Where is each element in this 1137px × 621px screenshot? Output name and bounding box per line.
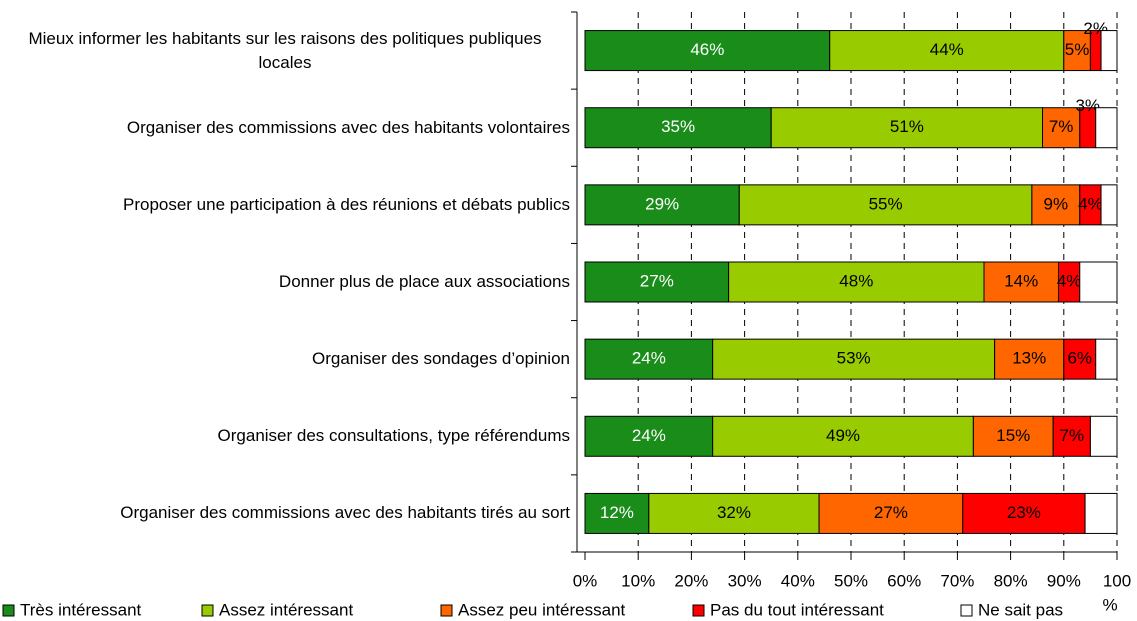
x-tick-label: 10% <box>621 571 655 590</box>
data-label: 23% <box>1007 503 1041 522</box>
category-label: Organiser des commissions avec des habit… <box>127 116 570 140</box>
data-label: 48% <box>839 271 873 290</box>
x-axis-label: % <box>1102 595 1117 614</box>
bar-segment <box>584 492 650 534</box>
x-tick-label: 100 <box>1103 571 1131 590</box>
bar-segment <box>1052 415 1091 457</box>
legend-label: Ne sait pas <box>978 600 1063 619</box>
bar-segment <box>648 492 820 534</box>
data-label: 46% <box>690 40 724 59</box>
x-tick-label: 50% <box>834 571 868 590</box>
legend-swatch <box>692 604 705 617</box>
bar-segment <box>1095 107 1118 149</box>
data-label: 53% <box>837 349 871 368</box>
legend-label: Assez intéressant <box>219 600 353 619</box>
legend-label: Très intéressant <box>20 600 142 619</box>
category-text: Organiser des commissions avec des habit… <box>126 117 570 137</box>
bar-segment <box>584 30 831 72</box>
legend-label: Assez peu intéressant <box>458 600 626 619</box>
data-label: 13% <box>1012 349 1046 368</box>
bar-segment <box>584 415 714 457</box>
legend-swatch <box>440 604 453 617</box>
x-tick-label: 20% <box>674 571 708 590</box>
data-label: 27% <box>640 271 674 290</box>
bar-segment <box>1089 415 1118 457</box>
x-tick-label: 0% <box>573 571 598 590</box>
category-label: Organiser des consultations, type référe… <box>218 424 570 448</box>
x-tick-label: 90% <box>1047 571 1081 590</box>
bar-segment <box>712 415 974 457</box>
bar-segment <box>738 184 1033 226</box>
data-label: 49% <box>826 426 860 445</box>
bar-segment <box>1100 30 1118 72</box>
category-text: Mieux informer les habitants sur les rai… <box>28 28 542 72</box>
bar-segment <box>1084 492 1118 534</box>
category-text: Donner plus de place aux associations <box>278 272 570 291</box>
data-label: 35% <box>661 117 695 136</box>
category-label: Donner plus de place aux associations <box>279 270 570 294</box>
data-label: 3% <box>1075 96 1100 115</box>
legend-label: Pas du tout intéressant <box>710 600 884 619</box>
data-label: 9% <box>1044 194 1069 213</box>
bar-segment <box>962 492 1086 534</box>
bar-segment <box>728 261 985 303</box>
category-label: Organiser des sondages d’opinion <box>312 347 570 371</box>
bar-segment <box>983 261 1059 303</box>
data-label: 24% <box>632 426 666 445</box>
bar-segment <box>1079 261 1118 303</box>
data-label: 29% <box>645 194 679 213</box>
category-text: Organiser des consultations, type référe… <box>217 426 570 446</box>
data-label: 32% <box>717 503 751 522</box>
legend-swatch <box>960 604 973 617</box>
category-label: Mieux informer les habitants sur les rai… <box>0 27 570 75</box>
data-label: 7% <box>1059 426 1084 445</box>
category-text: Organiser des sondages d’opinion <box>311 349 570 369</box>
x-tick-label: 80% <box>994 571 1028 590</box>
data-label: 51% <box>890 117 924 136</box>
data-label: 55% <box>869 194 903 213</box>
x-tick-label: 60% <box>887 571 921 590</box>
bar-segment <box>584 261 730 303</box>
bar-segment <box>712 338 996 380</box>
category-label: Proposer une participation à des réunion… <box>123 193 570 217</box>
data-label: 12% <box>600 503 634 522</box>
data-label: 27% <box>874 503 908 522</box>
data-label: 4% <box>1078 194 1103 213</box>
bar-segment <box>770 107 1044 149</box>
data-label: 15% <box>996 426 1030 445</box>
bar-segment <box>994 338 1065 380</box>
category-text: Proposer une participation à des réunion… <box>122 194 570 214</box>
category-text: Organiser des commissions avec des habit… <box>120 503 570 523</box>
bar-segment <box>584 338 714 380</box>
data-label: 44% <box>930 40 964 59</box>
category-label: Organiser des commissions avec des habit… <box>120 501 570 525</box>
data-label: 5% <box>1065 40 1090 59</box>
x-tick-label: 40% <box>781 571 815 590</box>
bar-segment <box>829 30 1065 72</box>
data-label: 4% <box>1057 271 1082 290</box>
bar-segment <box>1100 184 1118 226</box>
legend-swatch <box>2 604 15 617</box>
data-label: 7% <box>1049 117 1074 136</box>
bar-segment <box>1063 30 1091 72</box>
bar-segment <box>1063 338 1097 380</box>
data-label: 14% <box>1004 271 1038 290</box>
x-tick-label: 30% <box>728 571 762 590</box>
legend-swatch <box>201 604 214 617</box>
data-label: 6% <box>1067 349 1092 368</box>
bar-segment <box>1095 338 1118 380</box>
bar-segment <box>1031 184 1081 226</box>
data-label: 24% <box>632 349 666 368</box>
bar-segment <box>584 184 740 226</box>
x-tick-label: 70% <box>940 571 974 590</box>
